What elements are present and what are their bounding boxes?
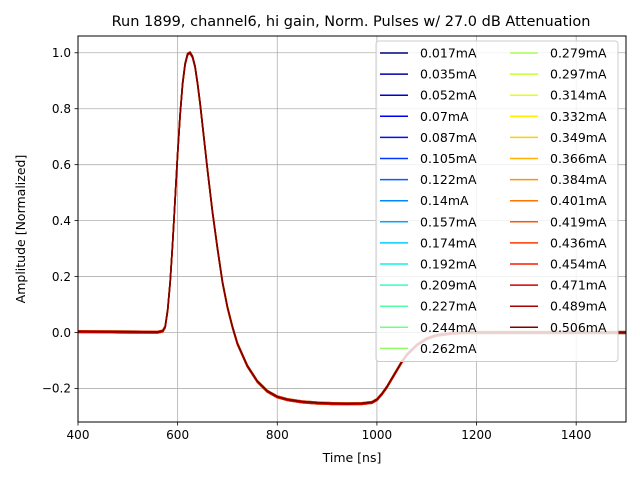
y-axis-label: Amplitude [Normalized] [13, 155, 28, 304]
legend-label: 0.07mA [420, 109, 469, 124]
y-tick-label: 0.6 [52, 158, 71, 172]
legend-label: 0.174mA [420, 235, 477, 250]
legend-label: 0.332mA [550, 109, 607, 124]
x-tick-label: 400 [67, 428, 90, 442]
legend-label: 0.489mA [550, 299, 607, 314]
legend-label: 0.366mA [550, 151, 607, 166]
axis-ticks: 400 600 800 1000 1200 1400 −0.2 0.0 0.2 0.4 0.6 0.8… [42, 46, 592, 442]
plot-frame [77, 35, 627, 423]
legend-label: 0.105mA [420, 151, 477, 166]
chart-title: Run 1899, channel6, hi gain, Norm. Pulse… [112, 14, 591, 30]
y-tick-label: 0.0 [52, 326, 71, 340]
legend-box [375, 40, 619, 362]
x-tick-label: 1000 [362, 428, 393, 442]
y-tick-label: 0.8 [52, 102, 71, 116]
legend-label: 0.384mA [550, 172, 607, 187]
legend-label: 0.506mA [550, 320, 607, 335]
legend-label: 0.052mA [420, 88, 477, 103]
legend-label: 0.454mA [550, 257, 607, 272]
legend-label: 0.297mA [550, 67, 607, 82]
x-tick-label: 1200 [461, 428, 492, 442]
legend-label: 0.14mA [420, 193, 469, 208]
x-tick-label: 600 [166, 428, 189, 442]
legend-label: 0.209mA [420, 278, 477, 293]
legend-label: 0.401mA [550, 193, 607, 208]
legend-label: 0.157mA [420, 214, 477, 229]
legend-label: 0.262mA [420, 341, 477, 356]
x-tick-label: 1400 [561, 428, 592, 442]
y-tick-label: 0.2 [52, 270, 71, 284]
legend-label: 0.122mA [420, 172, 477, 187]
legend-label: 0.087mA [420, 130, 477, 145]
y-tick-label: 1.0 [52, 46, 71, 60]
y-tick-label: −0.2 [42, 382, 71, 396]
legend-label: 0.314mA [550, 88, 607, 103]
legend-label: 0.471mA [550, 278, 607, 293]
legend-label: 0.349mA [550, 130, 607, 145]
legend-label: 0.436mA [550, 235, 607, 250]
legend-label: 0.017mA [420, 46, 477, 61]
legend-label: 0.035mA [420, 67, 477, 82]
legend-label: 0.244mA [420, 320, 477, 335]
legend-label: 0.419mA [550, 214, 607, 229]
legend: 0.017mA 0.035mA 0.052mA 0.07mA 0.087mA 0.105m… [375, 40, 619, 362]
legend-label: 0.279mA [550, 46, 607, 61]
x-tick-label: 800 [266, 428, 289, 442]
legend-label: 0.227mA [420, 299, 477, 314]
y-tick-label: 0.4 [52, 214, 71, 228]
legend-label: 0.192mA [420, 257, 477, 272]
x-axis-label: Time [ns] [322, 450, 382, 465]
